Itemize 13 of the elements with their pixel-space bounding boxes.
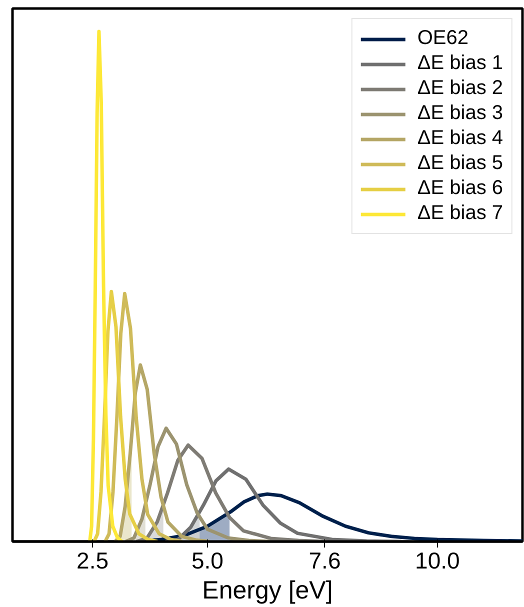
x-tick-label: 5.0 xyxy=(192,548,224,574)
legend-label: OE62 xyxy=(417,27,469,50)
legend-label: ΔE bias 2 xyxy=(417,77,503,100)
x-tick-label: 2.5 xyxy=(76,548,109,574)
legend-label: ΔE bias 7 xyxy=(417,202,503,225)
legend-label: ΔE bias 5 xyxy=(417,152,503,175)
x-axis-title: Energy [eV] xyxy=(202,576,333,604)
legend-label: ΔE bias 4 xyxy=(417,127,503,150)
legend-label: ΔE bias 6 xyxy=(417,177,503,200)
legend-label: ΔE bias 3 xyxy=(417,102,503,125)
x-tick-label: 10.0 xyxy=(415,548,460,574)
legend-label: ΔE bias 1 xyxy=(417,52,503,75)
x-tick-label: 7.6 xyxy=(308,548,341,574)
